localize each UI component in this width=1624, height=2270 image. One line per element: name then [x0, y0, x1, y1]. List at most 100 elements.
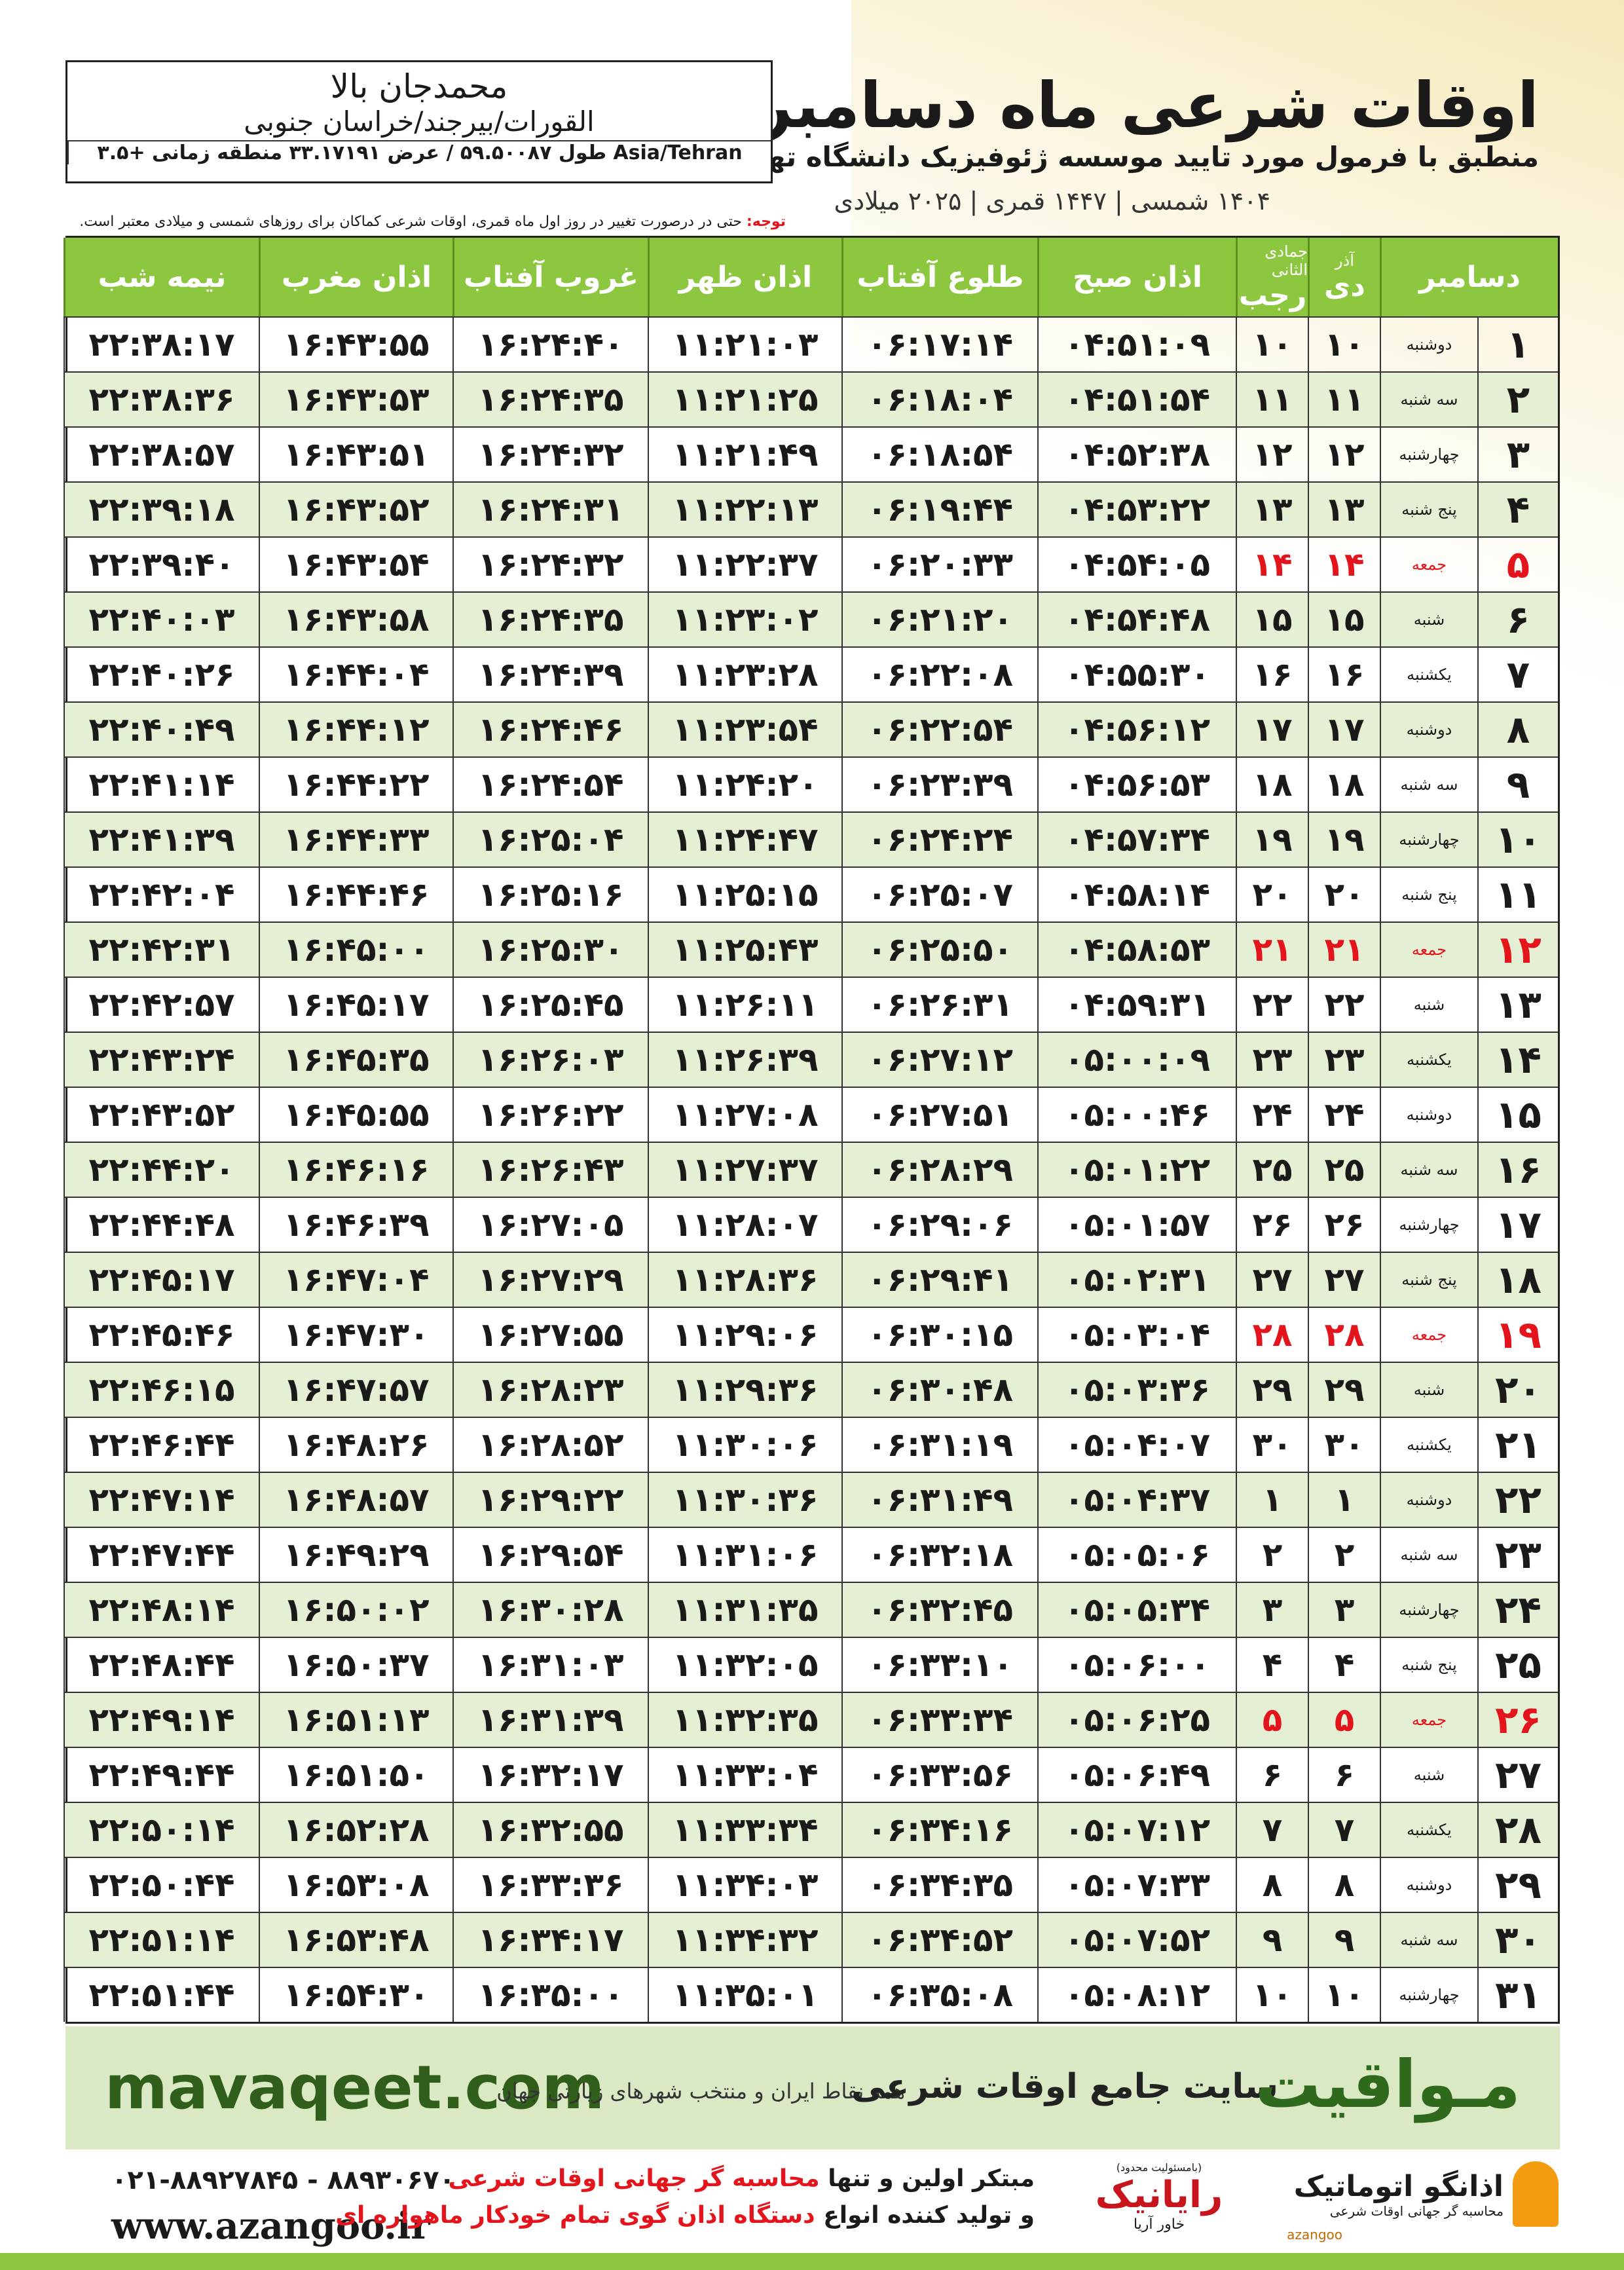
- time-cell: ۱۱:۲۱:۰۳: [648, 316, 841, 371]
- time-cell: ۰۴:۵۴:۴۸: [1037, 591, 1236, 646]
- weekday: پنج شنبه: [1380, 481, 1477, 536]
- date-cell: ۹: [1308, 1912, 1380, 1967]
- date-cell: ۲۵: [1308, 1142, 1380, 1197]
- header-cell: جمادی الثانی رجب: [1236, 238, 1308, 316]
- time-cell: ۱۶:۴۵:۳۵: [259, 1032, 452, 1087]
- time-cell: ۲۲:۴۰:۴۹: [64, 701, 259, 756]
- time-cell: ۲۲:۴۵:۴۶: [64, 1307, 259, 1362]
- time-cell: ۰۵:۰۱:۲۲: [1037, 1142, 1236, 1197]
- text: مبتکر اولین و تنها: [828, 2165, 1035, 2192]
- time-cell: ۲۲:۵۱:۱۴: [64, 1912, 259, 1967]
- time-cell: ۲۲:۳۸:۵۷: [64, 426, 259, 481]
- date-cell: ۱۲: [1236, 426, 1308, 481]
- time-cell: ۰۵:۰۰:۰۹: [1037, 1032, 1236, 1087]
- date-cell: ۲۰: [1236, 866, 1308, 921]
- time-cell: ۱۱:۳۳:۳۴: [648, 1802, 841, 1857]
- time-cell: ۲۲:۵۰:۱۴: [64, 1802, 259, 1857]
- time-cell: ۰۶:۳۵:۰۸: [841, 1967, 1037, 2022]
- date-cell: ۱۳: [1236, 481, 1308, 536]
- weekday: پنج شنبه: [1380, 1252, 1477, 1307]
- header-top: آذر: [1335, 251, 1354, 270]
- time-cell: ۱۶:۲۶:۰۳: [452, 1032, 648, 1087]
- header-cell: اذان ظهر: [648, 238, 841, 316]
- website[interactable]: www.azangoo.ir: [111, 2205, 430, 2248]
- date-cell: ۱۱: [1308, 371, 1380, 426]
- date-cell: ۲۹: [1308, 1362, 1380, 1417]
- time-cell: ۲۲:۳۸:۱۷: [64, 316, 259, 371]
- day-number: ۱۹: [1477, 1307, 1558, 1362]
- date-cell: ۲۲: [1236, 977, 1308, 1032]
- time-cell: ۰۶:۳۰:۴۸: [841, 1362, 1037, 1417]
- time-cell: ۰۵:۰۶:۲۵: [1037, 1692, 1236, 1747]
- date-cell: ۳۰: [1308, 1417, 1380, 1472]
- site-url[interactable]: mavaqeet.com: [105, 2053, 605, 2123]
- time-cell: ۱۶:۲۶:۴۳: [452, 1142, 648, 1197]
- time-cell: ۱۶:۵۲:۲۸: [259, 1802, 452, 1857]
- day-number: ۱۱: [1477, 866, 1558, 921]
- time-cell: ۰۶:۳۱:۴۹: [841, 1472, 1037, 1527]
- time-cell: ۰۶:۲۷:۵۱: [841, 1087, 1037, 1142]
- time-cell: ۲۲:۳۹:۴۰: [64, 536, 259, 591]
- time-cell: ۱۶:۴۴:۳۳: [259, 811, 452, 866]
- logo-azangoo: اذانگو اتوماتیک محاسبه گر جهانی اوقات شر…: [1283, 2161, 1559, 2242]
- date-cell: ۲۰: [1308, 866, 1380, 921]
- header-cell: اذان صبح: [1037, 238, 1236, 316]
- date-cell: ۱۳: [1308, 481, 1380, 536]
- time-cell: ۲۲:۴۴:۲۰: [64, 1142, 259, 1197]
- time-cell: ۱۱:۲۱:۴۹: [648, 426, 841, 481]
- weekday: جمعه: [1380, 1307, 1477, 1362]
- time-cell: ۰۶:۱۹:۴۴: [841, 481, 1037, 536]
- time-cell: ۱۱:۳۲:۰۵: [648, 1637, 841, 1692]
- weekday: چهارشنبه: [1380, 1582, 1477, 1637]
- time-cell: ۲۲:۴۶:۱۵: [64, 1362, 259, 1417]
- date-cell: ۸: [1236, 1857, 1308, 1912]
- time-cell: ۰۶:۳۳:۵۶: [841, 1747, 1037, 1802]
- date-cell: ۲۶: [1236, 1197, 1308, 1252]
- date-cell: ۹: [1236, 1912, 1308, 1967]
- date-cell: ۵: [1236, 1692, 1308, 1747]
- day-number: ۲۷: [1477, 1747, 1558, 1802]
- brand: مـواقیت: [1255, 2046, 1521, 2123]
- time-cell: ۰۴:۵۴:۰۵: [1037, 536, 1236, 591]
- time-cell: ۱۶:۴۷:۵۷: [259, 1362, 452, 1417]
- weekday: سه شنبه: [1380, 1527, 1477, 1582]
- time-cell: ۱۶:۳۰:۲۸: [452, 1582, 648, 1637]
- location-path: القورات/بیرجند/خراسان جنوبی: [244, 105, 595, 138]
- time-cell: ۲۲:۴۷:۴۴: [64, 1527, 259, 1582]
- note-text: حتی در درصورت تغییر در روز اول ماه قمری،…: [79, 214, 742, 230]
- footer-line: و تولید کننده انواع دستگاه اذان گوی تمام…: [335, 2202, 1035, 2229]
- day-number: ۱: [1477, 316, 1558, 371]
- day-number: ۲۲: [1477, 1472, 1558, 1527]
- time-cell: ۲۲:۴۳:۵۲: [64, 1087, 259, 1142]
- time-cell: ۲۲:۴۸:۱۴: [64, 1582, 259, 1637]
- date-cell: ۱: [1236, 1472, 1308, 1527]
- time-cell: ۰۴:۵۶:۱۲: [1037, 701, 1236, 756]
- time-cell: ۰۴:۵۷:۳۴: [1037, 811, 1236, 866]
- time-cell: ۰۵:۰۵:۳۴: [1037, 1582, 1236, 1637]
- time-cell: ۱۱:۲۴:۴۷: [648, 811, 841, 866]
- date-cell: ۱۰: [1308, 316, 1380, 371]
- time-cell: ۱۱:۳۴:۳۲: [648, 1912, 841, 1967]
- day-number: ۴: [1477, 481, 1558, 536]
- time-cell: ۰۴:۵۵:۳۰: [1037, 646, 1236, 701]
- weekday: چهارشنبه: [1380, 811, 1477, 866]
- time-cell: ۲۲:۴۲:۳۱: [64, 921, 259, 977]
- weekday: سه شنبه: [1380, 756, 1477, 811]
- time-cell: ۰۶:۲۸:۲۹: [841, 1142, 1037, 1197]
- time-cell: ۰۵:۰۳:۰۴: [1037, 1307, 1236, 1362]
- date-cell: ۵: [1308, 1692, 1380, 1747]
- time-cell: ۰۶:۳۲:۱۸: [841, 1527, 1037, 1582]
- day-number: ۲۹: [1477, 1857, 1558, 1912]
- weekday: جمعه: [1380, 921, 1477, 977]
- date-cell: ۱۷: [1308, 701, 1380, 756]
- time-cell: ۲۲:۴۲:۰۴: [64, 866, 259, 921]
- header-label: نیمه شب: [98, 260, 227, 294]
- header-label: اذان مغرب: [281, 260, 432, 294]
- time-cell: ۲۲:۴۳:۲۴: [64, 1032, 259, 1087]
- logo-main: رایانیک: [1095, 2174, 1223, 2216]
- date-cell: ۱۰: [1236, 316, 1308, 371]
- date-cell: ۳: [1308, 1582, 1380, 1637]
- date-cell: ۲۸: [1308, 1307, 1380, 1362]
- date-cell: ۱۶: [1236, 646, 1308, 701]
- time-cell: ۱۱:۲۵:۱۵: [648, 866, 841, 921]
